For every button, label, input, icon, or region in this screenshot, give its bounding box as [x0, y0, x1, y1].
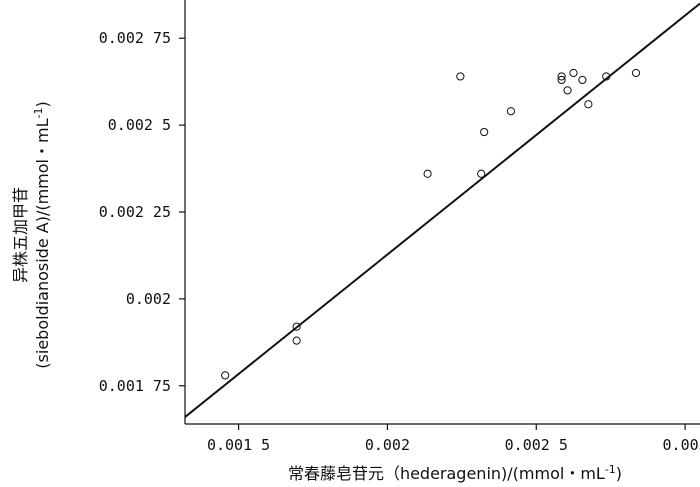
- data-point: [557, 72, 566, 81]
- data-point: [423, 169, 432, 178]
- data-point: [456, 72, 465, 81]
- regression-line-group: [184, 2, 700, 418]
- y-tick-label: 0.001 75: [99, 377, 171, 395]
- x-tick-label: 0.002 5: [505, 436, 568, 454]
- x-tick-label: 0.001 5: [207, 436, 270, 454]
- x-tick-label: 0.003: [663, 436, 700, 454]
- data-point: [563, 86, 572, 95]
- data-point: [292, 336, 301, 345]
- data-point: [631, 68, 641, 78]
- data-point: [221, 371, 230, 380]
- y-tick-label: 0.002 75: [99, 29, 171, 47]
- x-axis-ticks: 0.001 5 0.002 0.002 5 0.003: [207, 424, 700, 454]
- data-point: [477, 169, 486, 178]
- data-point: [506, 107, 516, 116]
- y-tick-label: 0.002 25: [99, 203, 171, 221]
- data-point: [578, 75, 587, 85]
- x-tick-label: 0.002: [365, 436, 410, 454]
- regression-line: [184, 2, 700, 418]
- y-axis-title: 异株五加甲苷 (sieboldianoside A)/(mmol・mL-1): [11, 101, 52, 368]
- y-axis-ticks: 0.001 75 0.002 0.002 25 0.002 5 0.002 75: [99, 29, 185, 395]
- plot-frame: [184, 0, 700, 425]
- data-point: [569, 68, 578, 78]
- y-tick-label: 0.002: [126, 290, 171, 308]
- data-point: [557, 75, 566, 85]
- data-point: [602, 72, 611, 81]
- data-points: [221, 68, 641, 380]
- y-tick-label: 0.002 5: [108, 116, 171, 134]
- data-point: [480, 127, 489, 137]
- x-axis-title: 常春藤皂苷元（hederagenin)/(mmol・mL-1): [288, 463, 622, 483]
- data-point: [292, 322, 301, 331]
- data-point: [584, 100, 593, 109]
